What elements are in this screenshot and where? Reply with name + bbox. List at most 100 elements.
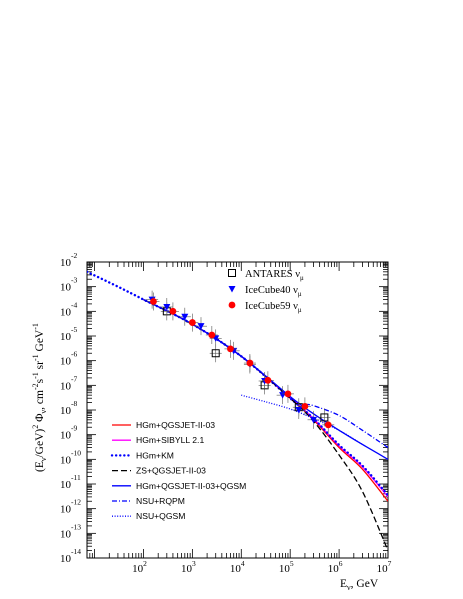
- legend-label-main: ANTARES: [245, 269, 295, 280]
- legend-text-hgm-sibyll-2-1: HGm+SIBYLL 2.1: [136, 435, 204, 445]
- y-tick-label-base: 10: [60, 331, 72, 343]
- y-tick-label: 10-4: [60, 300, 77, 318]
- legend-label-main: IceCube40: [245, 285, 293, 296]
- y-tick-label-exp: -6: [71, 350, 77, 359]
- data-point-icecube40: [295, 407, 303, 414]
- data-point-icecube59: [246, 359, 254, 367]
- legend-label-nu: ν: [293, 301, 298, 312]
- legend-text-hgm-qgsjet-ii-03-qgsm: HGm+QGSJET-II-03+QGSM: [136, 481, 246, 491]
- legend-label-mu: μ: [298, 306, 302, 314]
- x-tick-labels: 102 103 104 105 106 107: [132, 559, 392, 575]
- y-tick-label-base: 10: [60, 430, 72, 442]
- y-tick-labels: 10-210-310-410-510-610-710-810-910-1010-…: [60, 251, 81, 565]
- legend-text-zs-qgsjet-ii-03: ZS+QGSJET-II-03: [136, 466, 206, 476]
- y-tick-label-base: 10: [60, 405, 72, 417]
- y-tick-label-exp: -4: [71, 300, 77, 309]
- legend-text-nsu-qgsm: NSU+QGSM: [136, 511, 185, 521]
- legend-label-icecube59: IceCube59 νμ: [245, 301, 302, 314]
- legend-marker-antares: [228, 269, 236, 277]
- y-tick-label: 10-6: [60, 350, 77, 368]
- x-tick-label-base: 10: [181, 563, 193, 575]
- y-tick-label: 10-13: [60, 522, 81, 540]
- y-tick-label-exp: -10: [71, 448, 81, 457]
- x-tick-label: 105: [279, 559, 294, 575]
- x-tick-label-exp: 2: [143, 559, 147, 568]
- y-tick-label: 10-10: [60, 448, 81, 466]
- y-tick-label-base: 10: [60, 528, 72, 540]
- x-tick-label: 106: [328, 559, 343, 575]
- data-point-icecube40: [181, 313, 189, 321]
- y-tick-label-exp: -8: [71, 399, 77, 408]
- y-tick-label: 10-14: [60, 547, 81, 565]
- y-tick-label-exp: -5: [71, 325, 77, 334]
- x-tick-label-exp: 6: [339, 559, 343, 568]
- x-axis-title-rest: , GeV: [351, 578, 379, 590]
- x-tick-label-exp: 4: [241, 559, 245, 568]
- legend-label-nu: ν: [293, 285, 298, 296]
- legend-label-icecube40: IceCube40 νμ: [245, 285, 302, 298]
- y-tick-label-base: 10: [60, 356, 72, 368]
- y-tick-label-exp: -7: [71, 374, 77, 383]
- data-point-icecube59: [208, 331, 216, 339]
- x-tick-label: 104: [230, 559, 245, 575]
- axis-ticks: [86, 261, 389, 559]
- y-tick-label: 10-9: [60, 424, 77, 442]
- y-tick-label-base: 10: [60, 306, 72, 318]
- series-line-hgm-km: [87, 270, 388, 497]
- legend-label-mu: μ: [298, 290, 302, 298]
- legend-label-main: IceCube59: [245, 301, 293, 312]
- x-tick-label-exp: 7: [388, 559, 392, 568]
- data-point-antares: [211, 349, 220, 358]
- data-point-icecube59: [169, 307, 177, 315]
- y-tick-label-base: 10: [60, 282, 72, 294]
- y-tick-label: 10-2: [60, 251, 77, 269]
- y-tick-label-base: 10: [60, 454, 72, 466]
- data-point-icecube59: [150, 298, 157, 305]
- x-tick-label-exp: 3: [192, 559, 196, 568]
- x-tick-label-base: 10: [377, 563, 389, 575]
- x-axis-title-sub: ν: [347, 583, 351, 592]
- x-axis-title: Eν, GeV: [340, 578, 379, 592]
- y-tick-label: 10-12: [60, 498, 81, 516]
- y-tick-label-base: 10: [60, 380, 72, 392]
- plot-frame: [86, 261, 389, 559]
- y-tick-label: 10-3: [60, 276, 77, 294]
- series-line-nsu-rqpm: [304, 403, 388, 449]
- plot-frame-rect: [86, 261, 389, 559]
- legend-marker-icecube40: [228, 286, 236, 293]
- legend-text-nsu-rqpm: NSU+RQPM: [136, 496, 185, 506]
- legend-text-hgm-km: HGm+KM: [136, 450, 174, 460]
- data-point-icecube59: [227, 345, 234, 353]
- data-point-icecube59: [264, 376, 272, 384]
- data-point-antares: [320, 413, 329, 422]
- x-tick-label-base: 10: [230, 563, 242, 575]
- data-point-icecube40: [163, 303, 171, 311]
- data-point-icecube59: [284, 390, 292, 398]
- x-tick-label-base: 10: [132, 563, 144, 575]
- y-tick-label-exp: -2: [71, 251, 77, 260]
- data-point-icecube59: [188, 319, 196, 326]
- x-tick-label-base: 10: [279, 563, 291, 575]
- x-tick-label: 107: [377, 559, 392, 575]
- y-tick-label-exp: -9: [71, 424, 77, 433]
- legend-marker-icecube59: [228, 301, 236, 309]
- x-tick-label-base: 10: [328, 563, 340, 575]
- y-tick-label: 10-8: [60, 399, 77, 417]
- measurement-points: [146, 290, 335, 434]
- x-tick-label: 103: [181, 559, 196, 575]
- y-tick-label-exp: -12: [71, 498, 81, 507]
- series-line-nsu-qgsm: [241, 394, 363, 446]
- legend-label-mu: μ: [300, 274, 304, 282]
- x-axis-title-main: E: [340, 578, 347, 590]
- y-tick-label-exp: -13: [71, 522, 81, 531]
- legend-label-nu: ν: [295, 269, 300, 280]
- y-tick-label: 10-5: [60, 325, 77, 343]
- y-tick-label: 10-7: [60, 374, 77, 392]
- y-tick-label-exp: -3: [71, 276, 77, 285]
- x-tick-label: 102: [132, 559, 147, 575]
- legend-text-hgm-qgsjet-ii-03: HGm+QGSJET-II-03: [136, 420, 215, 430]
- y-tick-label-exp: -14: [71, 547, 81, 556]
- data-point-icecube40: [310, 416, 318, 424]
